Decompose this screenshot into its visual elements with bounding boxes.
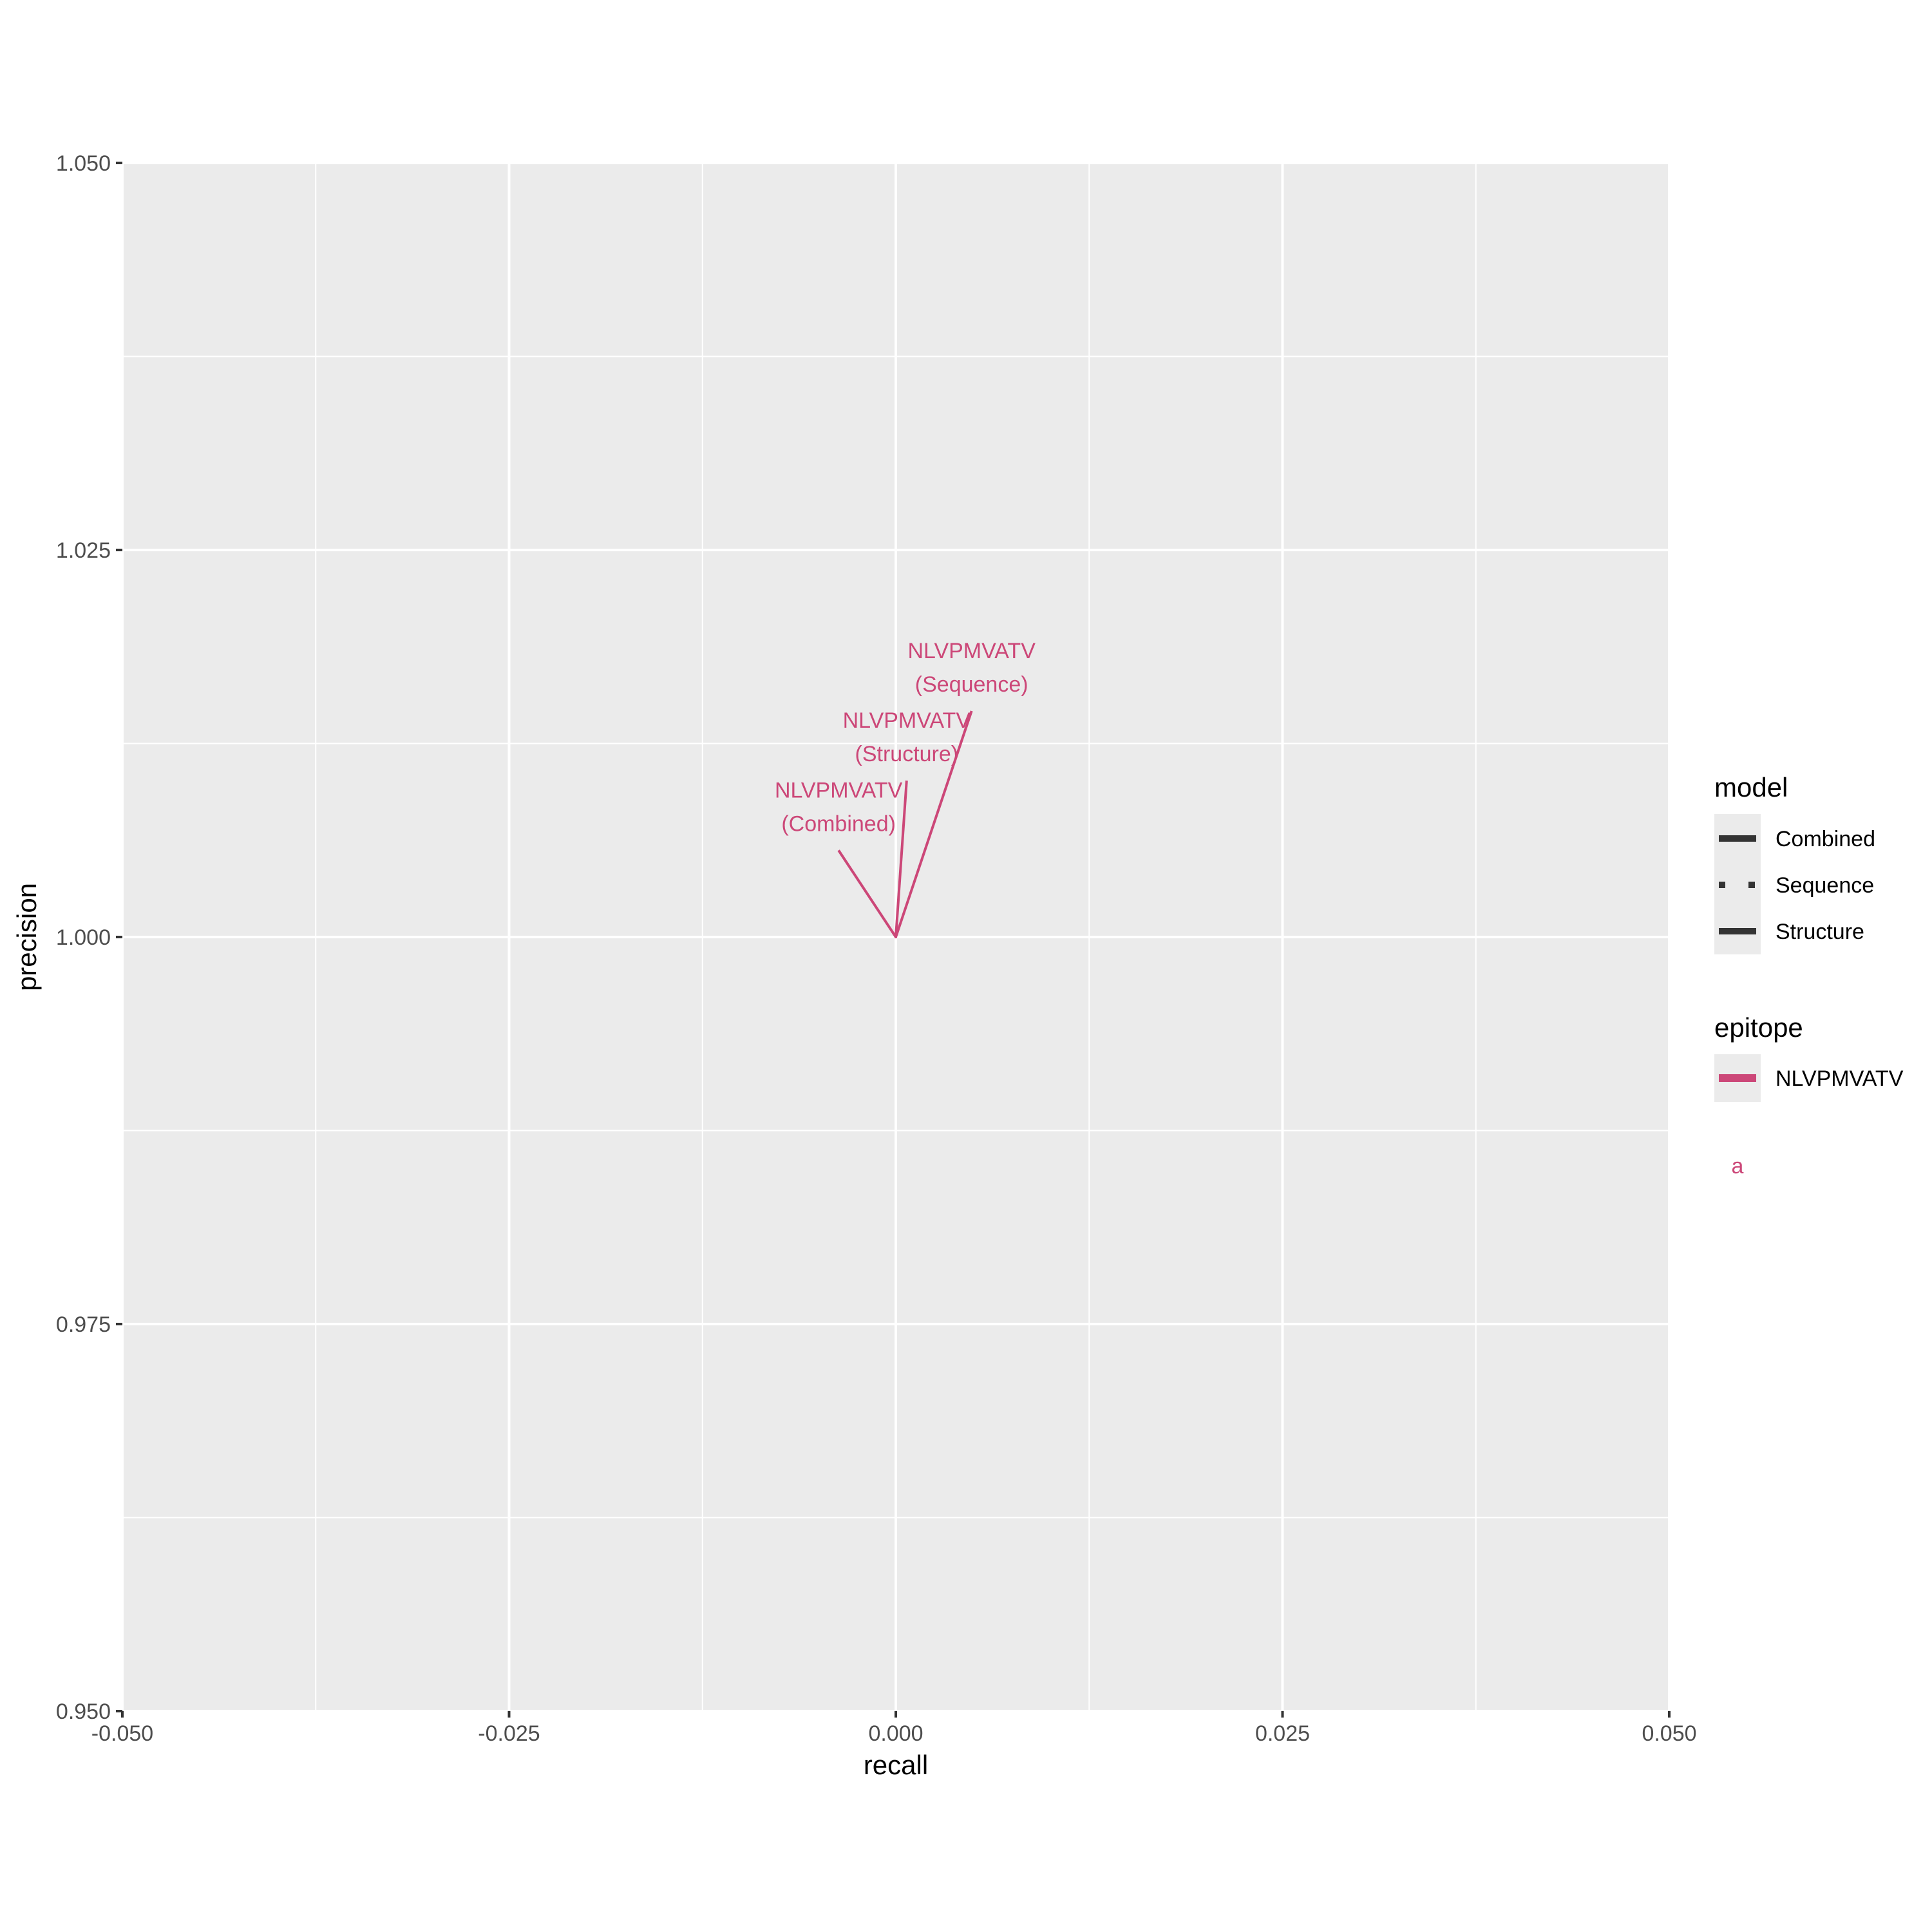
y-tick-label: 0.975 [56, 1312, 111, 1337]
legend-epitope-title: epitope [1714, 1012, 1803, 1043]
legend-epitope: epitope NLVPMVATV a [1714, 1012, 1904, 1179]
y-tick-label: 1.025 [56, 538, 111, 563]
x-tick-label: 0.050 [1642, 1721, 1696, 1746]
x-tick-label: -0.025 [478, 1721, 540, 1746]
annotation-label-line2: (Structure) [855, 742, 959, 766]
annotation-label-line1: NLVPMVATV [843, 708, 971, 733]
annotation-label-line2: (Combined) [781, 811, 896, 836]
legend-label-structure: Structure [1776, 920, 1864, 944]
legend-label-epitope-nlvpmvatv: NLVPMVATV [1776, 1066, 1904, 1091]
x-tick-label: 0.000 [868, 1721, 923, 1746]
x-axis-title: recall [864, 1750, 928, 1780]
annotation-label-line2: (Sequence) [915, 672, 1028, 697]
legend-model: model Combined Sequence Structure [1714, 772, 1875, 954]
y-tick-label: 0.950 [56, 1700, 111, 1724]
annotation-leader-line [895, 710, 973, 938]
legend-label-combined: Combined [1776, 827, 1875, 851]
x-tick-label: -0.050 [91, 1721, 153, 1746]
annotation-layer: NLVPMVATV (Combined) NLVPMVATV (Structure) N… [775, 639, 1036, 938]
legend-model-title: model [1714, 772, 1788, 802]
y-axis: 0.950 0.975 1.000 1.025 1.050 [56, 151, 122, 1724]
annotation-leader-line [895, 781, 908, 938]
y-tick-label: 1.000 [56, 925, 111, 950]
y-axis-title: precision [12, 883, 42, 991]
y-tick-label: 1.050 [56, 151, 111, 176]
legend-label-sequence: Sequence [1776, 873, 1874, 898]
annotation-label-line1: NLVPMVATV [775, 778, 903, 802]
x-axis: -0.050 -0.025 0.000 0.025 0.050 [91, 1711, 1697, 1746]
x-tick-label: 0.025 [1255, 1721, 1310, 1746]
legend-extra-key-text: a [1732, 1154, 1744, 1179]
annotation-leader-line [837, 849, 897, 938]
annotation-label-line1: NLVPMVATV [908, 639, 1036, 663]
